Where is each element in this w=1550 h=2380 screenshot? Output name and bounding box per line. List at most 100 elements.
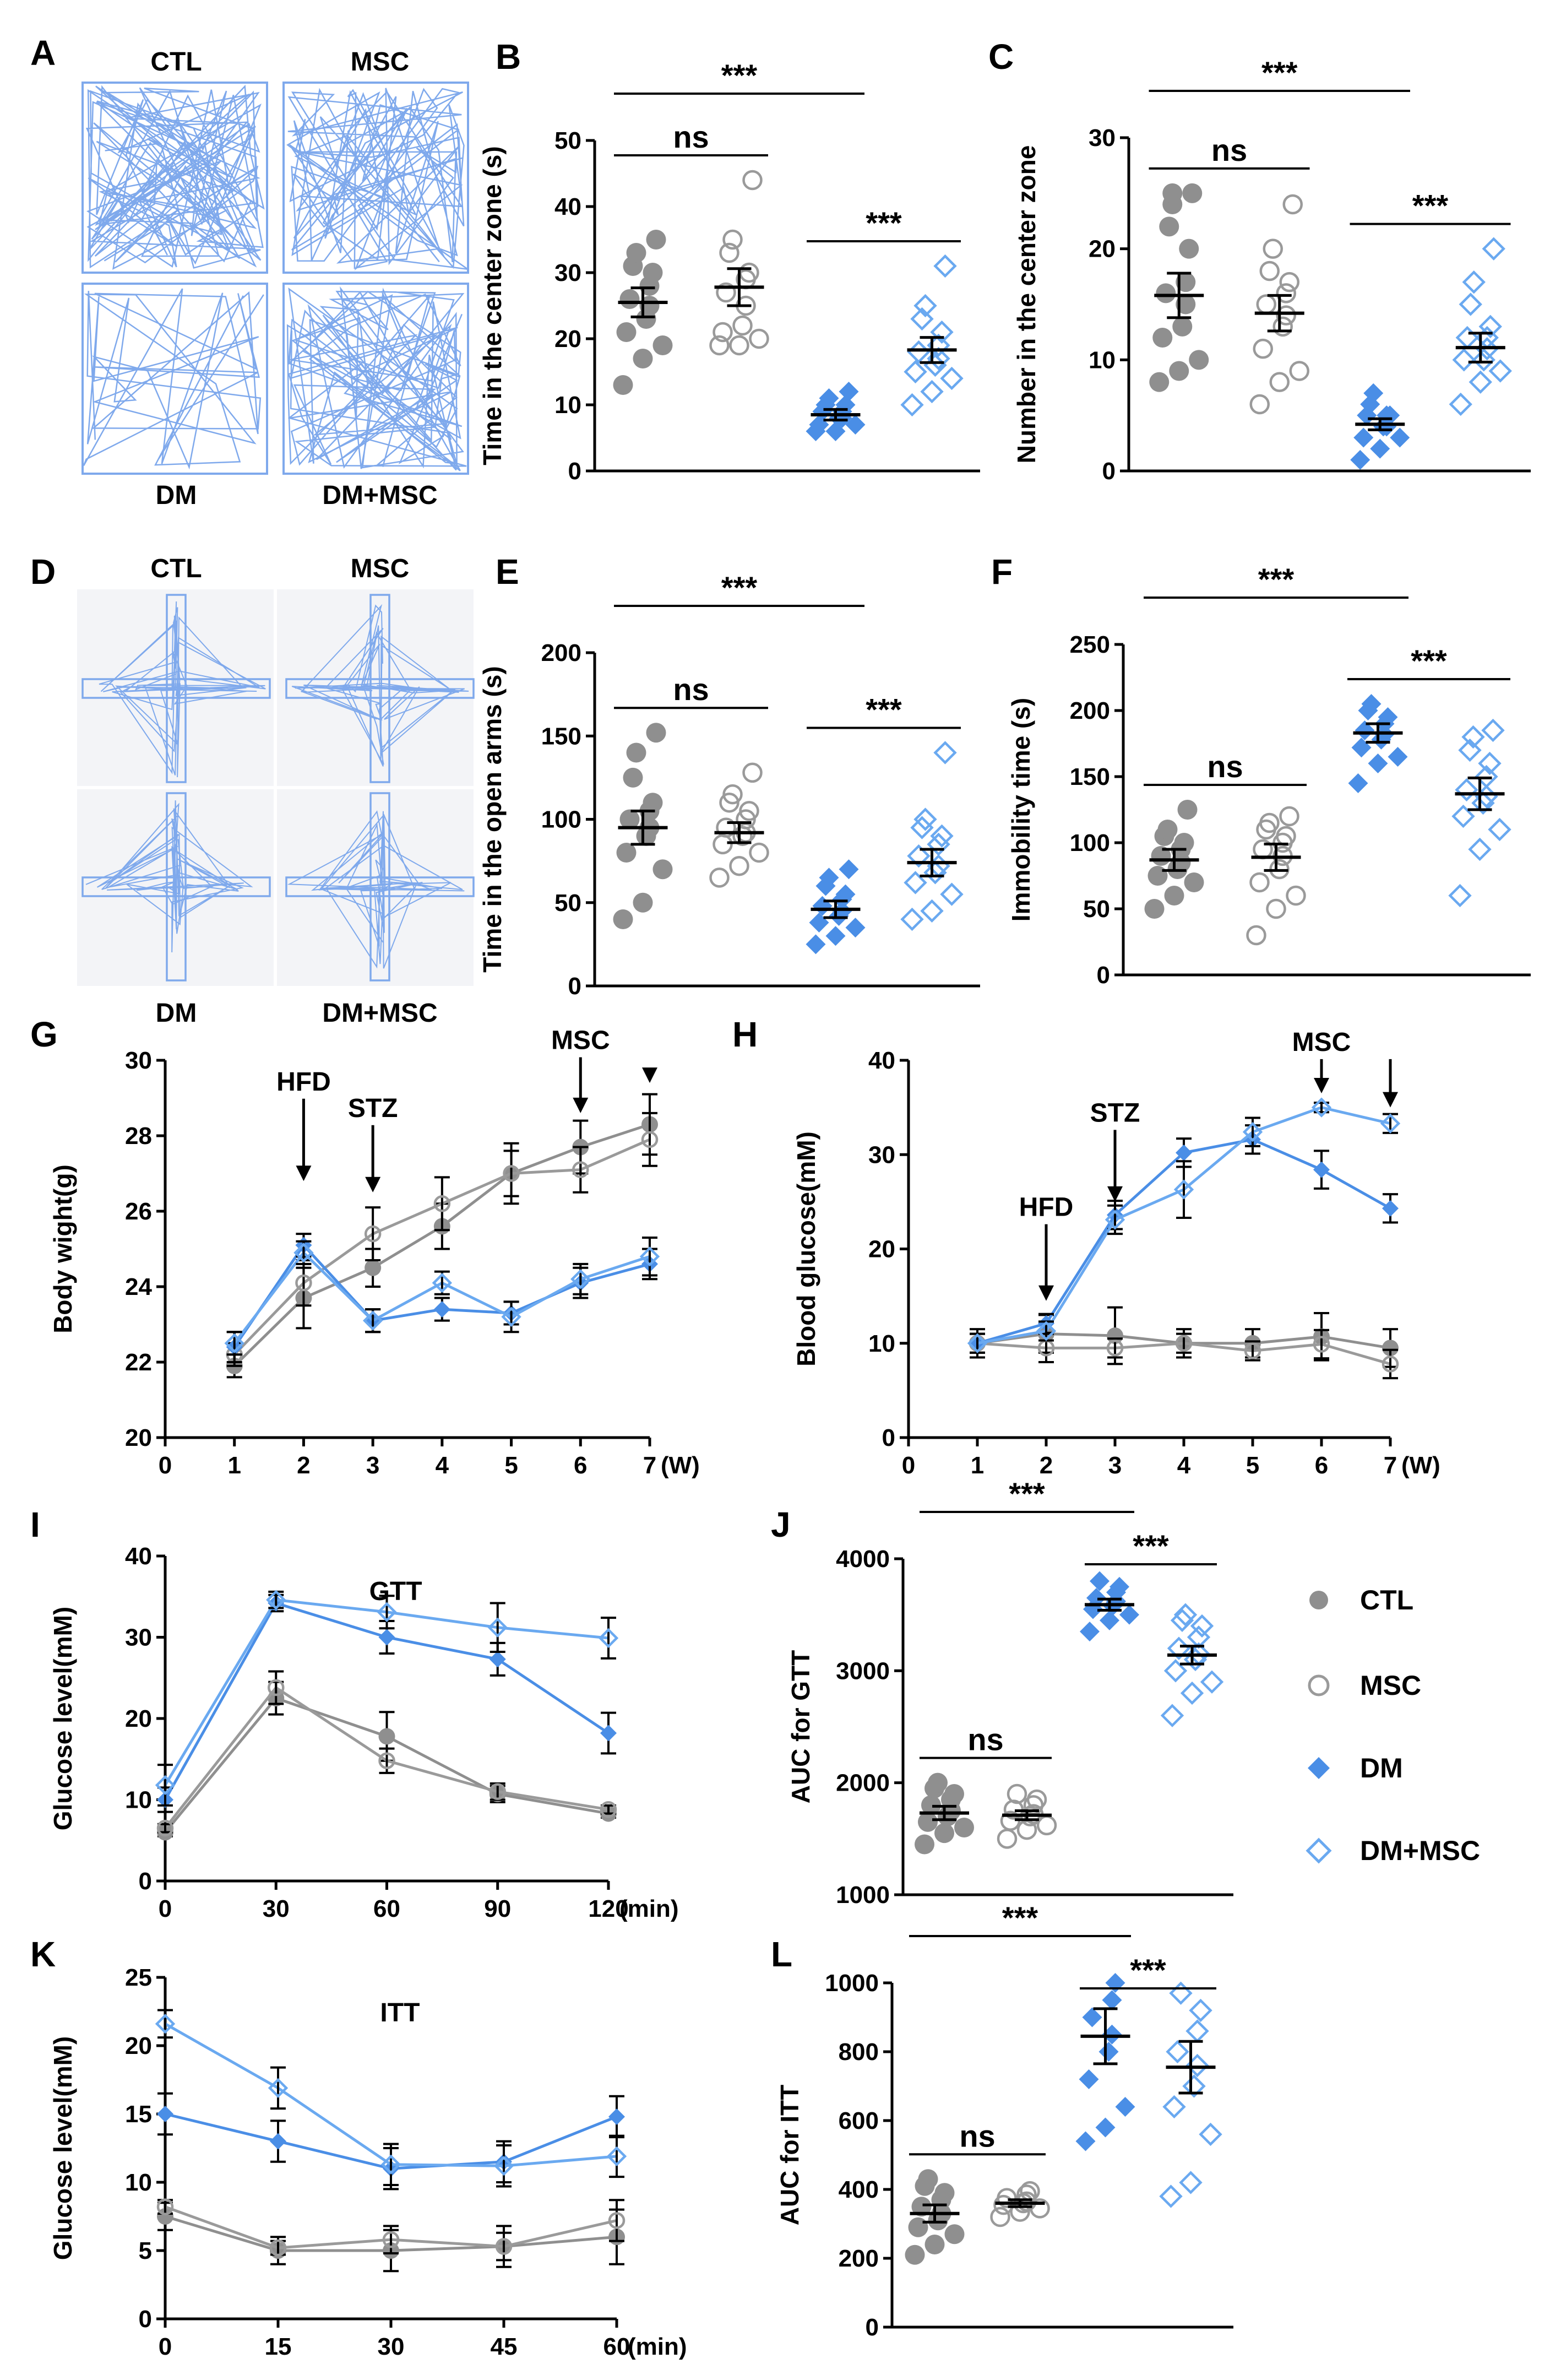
y-axis-title-b: Time in the center zone (s) [478,146,507,465]
data-point-b-dmmsc-9 [910,307,934,331]
plus-maze-track-dmmsc [287,810,465,969]
panel-letter-e: E [496,552,519,592]
sig-label-l-2: *** [1002,1900,1038,1935]
y-tick-label-i-0: 0 [139,1868,152,1895]
data-point-l-ctl-2 [944,2224,965,2245]
y-tick-label-c-2: 20 [1089,236,1116,263]
data-point-b-ctl-0 [613,375,633,395]
data-point-b-dmmsc-10 [913,294,937,318]
data-point-l-ctl-10 [918,2169,938,2189]
data-point-i-ctl-2 [378,1728,395,1745]
data-point-l-dm-2 [1115,2097,1135,2117]
x-axis-unit-h: (W) [1401,1452,1440,1479]
data-point-l-ctl-3 [908,2217,928,2237]
y-tick-label-l-4: 800 [839,2039,879,2065]
y-tick-label-g-1: 22 [125,1349,152,1376]
data-point-e-dmmsc-11 [933,741,957,765]
sig-label-b-0: ns [673,120,709,154]
data-point-c-dm-8 [1380,405,1400,426]
data-point-h-dm-3 [1176,1144,1192,1161]
data-point-h-ctl-2 [1107,1327,1123,1344]
data-point-e-ctl-3 [616,843,637,863]
data-point-h-dm-6 [1382,1200,1399,1217]
x-tick-label-i-0: 0 [159,1895,172,1922]
data-point-i-msc-2 [378,1752,395,1769]
data-point-b-msc-1 [729,335,749,356]
y-tick-label-i-2: 20 [125,1705,152,1732]
data-point-j-dm-2 [1119,1604,1139,1625]
x-tick-label-h-1: 1 [971,1452,984,1479]
data-point-f-msc-0 [1246,925,1266,946]
data-point-c-msc-8 [1279,272,1299,292]
track-path-dmmsc [286,286,467,471]
chart-g: G 20 22 24 26 28 30 Body wight(g) 0 1 2 3 4 5 6 7 (W) HFD… [30,1015,700,1479]
sig-label-c-2: *** [1261,55,1298,90]
data-point-i-dmmsc-2 [377,1602,397,1622]
data-point-c-dmmsc-9 [1459,292,1482,316]
y-tick-label-f-4: 200 [1070,697,1110,724]
data-point-l-dm-7 [1102,1990,1122,2010]
data-point-e-dmmsc-8 [930,824,954,848]
data-point-g-dmmsc-6 [639,1246,660,1267]
data-point-c-msc-5 [1276,305,1296,326]
data-point-e-msc-11 [742,762,763,783]
sig-label-f-1: *** [1411,643,1447,678]
panel-letter-j: J [771,1505,791,1544]
data-point-f-ctl-1 [1164,886,1184,906]
data-point-b-ctl-6 [619,289,640,309]
data-point-k-msc-2 [382,2231,400,2248]
y-tick-label-e-2: 100 [541,806,581,833]
data-point-f-ctl-8 [1174,833,1194,853]
data-point-b-msc-3 [713,322,733,343]
y-tick-label-l-2: 400 [839,2176,879,2203]
data-point-f-ctl-3 [1147,866,1168,886]
chart-c: C 0 10 20 30 Number in the center zone ns *** **… [988,37,1531,485]
data-point-j-dm-0 [1080,1622,1100,1642]
data-point-c-msc-11 [1282,194,1303,215]
legend-label-ctl: CTL [1360,1585,1413,1615]
chart-title-k: ITT [380,1998,420,2027]
data-point-c-msc-7 [1276,283,1296,303]
data-point-c-dmmsc-0 [1449,392,1472,416]
data-point-e-dmmsc-3 [904,871,927,894]
panel-letter-b: B [496,37,521,77]
data-point-j-dmmsc-0 [1160,1704,1184,1727]
data-point-b-msc-4 [732,315,753,336]
data-point-c-dm-3 [1353,427,1374,448]
data-point-b-msc-10 [722,229,743,250]
y-tick-label-e-3: 150 [541,723,581,750]
data-point-e-dm-0 [806,934,826,955]
y-axis-title-j: AUC for GTT [786,1650,815,1804]
x-tick-label-i-1: 30 [263,1895,290,1922]
data-point-f-dm-0 [1348,773,1368,793]
data-point-c-ctl-4 [1172,316,1193,337]
data-point-f-msc-10 [1259,812,1280,833]
data-point-k-dm-1 [270,2133,286,2150]
y-tick-label-g-2: 24 [125,1273,152,1300]
data-point-g-msc-4 [503,1165,520,1182]
data-point-l-dm-6 [1082,2007,1102,2027]
data-point-b-msc-6 [716,282,736,303]
data-point-k-dmmsc-4 [606,2146,627,2167]
data-point-i-msc-0 [156,1819,174,1837]
data-point-c-dmmsc-1 [1469,370,1492,394]
data-point-j-ctl-1 [934,1823,954,1844]
annotation-arrow-head-g-0 [296,1165,312,1181]
data-point-f-dmmsc-1 [1468,837,1492,861]
data-point-l-ctl-1 [924,2235,945,2254]
data-point-f-dmmsc-3 [1451,804,1475,828]
track-path-ctl [85,84,265,270]
data-point-h-dmmsc-2 [1105,1210,1125,1230]
data-point-c-dm-10 [1363,383,1384,403]
data-point-l-dmmsc-9 [1169,1981,1193,2005]
data-point-e-msc-2 [749,842,769,863]
data-point-c-ctl-2 [1189,350,1209,370]
x-tick-label-h-4: 4 [1177,1452,1191,1479]
data-point-e-dm-2 [845,918,866,938]
y-tick-label-i-4: 40 [125,1543,152,1570]
x-axis-unit-g: (W) [661,1452,700,1479]
data-point-k-dm-4 [608,2108,625,2125]
data-point-e-msc-10 [722,784,743,805]
data-point-b-dmmsc-8 [930,320,954,344]
